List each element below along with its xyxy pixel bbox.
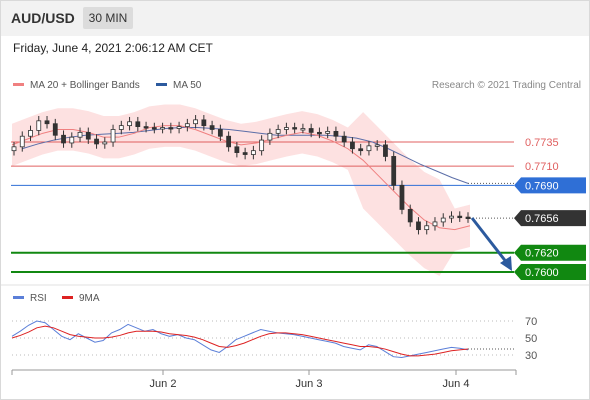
- rsi-ma-line: [11, 325, 469, 357]
- candle-body: [325, 131, 331, 134]
- chart-header: AUD/USD 30 MIN: [0, 0, 590, 36]
- timeframe-button[interactable]: 30 MIN: [83, 7, 133, 29]
- symbol-label: AUD/USD: [11, 10, 75, 26]
- candle-body: [300, 128, 306, 131]
- legend-ma20: MA 20 + Bollinger Bands: [13, 80, 140, 91]
- rsi-tick-50: 50: [525, 333, 537, 345]
- timestamp: Friday, June 4, 2021 2:06:12 AM CET: [13, 41, 213, 55]
- candle-body: [94, 138, 99, 145]
- candle-body: [242, 152, 248, 155]
- legend-ma50-label: MA 50: [173, 80, 202, 91]
- candle-body: [449, 215, 454, 219]
- candle-body: [52, 123, 58, 136]
- candle-body: [143, 126, 149, 129]
- candle-body: [358, 148, 364, 152]
- candle-body: [176, 126, 182, 129]
- candle-body: [457, 215, 463, 219]
- bollinger-band: [12, 104, 470, 276]
- candle-body: [118, 125, 124, 130]
- candle-body: [383, 144, 388, 157]
- rsi-swatch: [13, 295, 24, 299]
- candle-body: [250, 150, 256, 155]
- candle-body: [374, 144, 380, 147]
- candle-body: [407, 209, 413, 223]
- legend-rsi: RSI: [13, 293, 47, 304]
- candle-body: [193, 119, 199, 125]
- level-label-0.7735: 0.7735: [525, 137, 559, 149]
- level-tag-0.7656: [514, 210, 586, 227]
- candle-body: [391, 156, 397, 186]
- ma50-swatch: [156, 82, 167, 86]
- candle-body: [127, 121, 132, 127]
- candle-body: [308, 128, 314, 133]
- forecast-arrow-shaft: [470, 217, 509, 264]
- candle-body: [275, 129, 281, 134]
- level-label-0.7600: 0.7600: [525, 267, 559, 279]
- candle-body: [28, 130, 33, 137]
- candle-body: [283, 127, 289, 130]
- candle-body: [366, 145, 372, 152]
- candle-body: [11, 146, 17, 152]
- level-label-0.7656: 0.7656: [525, 213, 559, 225]
- candle-body: [234, 146, 240, 153]
- candle-body: [440, 217, 446, 223]
- candle-body: [416, 221, 421, 231]
- level-label-0.7710: 0.7710: [525, 161, 559, 173]
- candle-body: [160, 127, 165, 130]
- rsi-ma-swatch: [62, 295, 73, 299]
- candle-body: [333, 131, 339, 137]
- candle-body: [350, 141, 355, 150]
- candle-body: [267, 132, 273, 141]
- candle-body: [292, 127, 298, 130]
- level-label-0.7620: 0.7620: [525, 248, 559, 260]
- x-tick-label: Jun 4: [443, 378, 470, 390]
- candle-body: [259, 139, 265, 152]
- candle-body: [201, 119, 207, 127]
- candle-body: [399, 184, 405, 210]
- candle-body: [110, 129, 116, 143]
- candle-body: [151, 127, 157, 130]
- candle-body: [19, 135, 25, 148]
- level-label-0.7690: 0.7690: [525, 180, 559, 192]
- candle-body: [317, 131, 322, 135]
- candle-body: [36, 120, 42, 131]
- candle-body: [77, 131, 83, 138]
- rsi-tick-30: 30: [525, 350, 537, 362]
- candle-body: [44, 120, 50, 125]
- candle-body: [85, 131, 91, 140]
- candle-body: [465, 216, 471, 220]
- candle-body: [135, 121, 141, 127]
- legend-rsi-label: RSI: [30, 293, 47, 304]
- x-tick-label: Jun 2: [150, 378, 177, 390]
- rsi-line: [11, 320, 469, 359]
- candle-body: [226, 135, 232, 148]
- legend-ma50: MA 50: [156, 80, 201, 91]
- x-tick-label: Jun 3: [296, 378, 323, 390]
- rsi-tick-70: 70: [525, 316, 537, 328]
- candle-body: [69, 136, 75, 144]
- candle-body: [341, 135, 347, 143]
- legend-rsi-ma: 9MA: [62, 293, 100, 304]
- credit-label: Research © 2021 Trading Central: [431, 80, 581, 91]
- level-tag-0.7600: [514, 264, 586, 280]
- candle-body: [424, 225, 430, 231]
- candle-body: [432, 221, 438, 227]
- ma20-swatch: [13, 82, 24, 86]
- candle-body: [184, 123, 190, 127]
- level-tag-0.7620: [514, 244, 586, 261]
- forecast-arrow-head: [500, 256, 512, 271]
- legend-ma20-label: MA 20 + Bollinger Bands: [30, 80, 140, 91]
- candle-body: [217, 129, 223, 137]
- candle-body: [168, 127, 174, 130]
- candle-body: [61, 134, 66, 144]
- candle-body: [102, 141, 108, 145]
- level-tag-0.7690: [514, 177, 586, 194]
- candle-body: [209, 125, 215, 130]
- legend-rsi-ma-label: 9MA: [79, 293, 100, 304]
